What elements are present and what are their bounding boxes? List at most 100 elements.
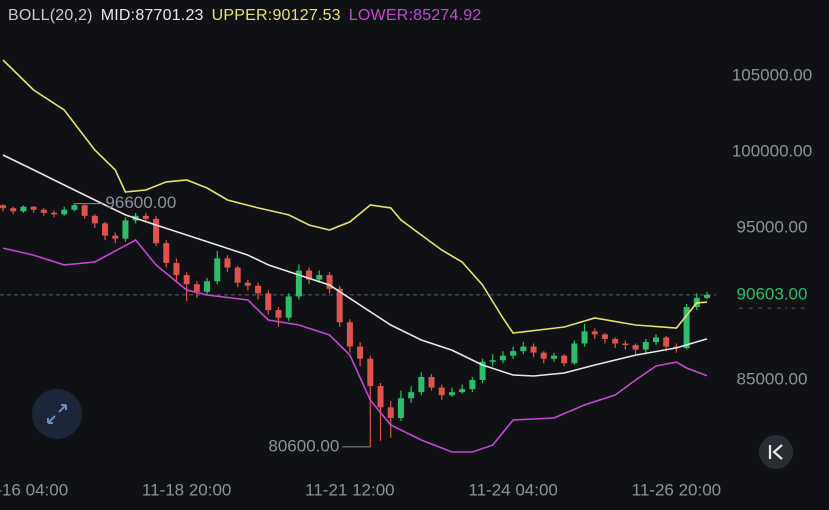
candle-body [193, 284, 200, 292]
candle-body [438, 387, 445, 396]
marker-label: 80600.00 [268, 436, 339, 455]
x-tick-label: 11-26 20:00 [632, 480, 721, 499]
candle-body [408, 392, 415, 399]
candle-body [428, 376, 435, 388]
candle-body [112, 235, 119, 239]
legend-name: UPPER [212, 7, 273, 24]
candle-body [224, 258, 231, 268]
candle-body [459, 389, 466, 393]
candle-body [91, 215, 98, 224]
candle-body [469, 380, 476, 390]
candle-body [489, 360, 496, 362]
x-tick-label: 11-21 12:00 [305, 480, 394, 499]
candle-body [652, 337, 659, 342]
candle-body [612, 338, 619, 344]
candle-body [214, 258, 221, 282]
x-tick-label: 11-16 04:00 [0, 480, 68, 499]
candle-body [102, 223, 109, 236]
candle-body [51, 212, 58, 215]
candle-body [479, 361, 486, 380]
candle-body [571, 343, 578, 364]
candle-body [30, 206, 37, 210]
legend-value: 85274.92 [413, 7, 482, 24]
candle-body [591, 331, 598, 335]
candle-body [367, 358, 374, 387]
price-tag [718, 281, 829, 308]
candle-body [295, 270, 302, 297]
candle-body [122, 220, 129, 239]
candle-body [622, 343, 629, 346]
button-bg[interactable] [32, 389, 82, 439]
button-bg[interactable] [759, 435, 793, 469]
candle-body [387, 407, 394, 418]
legend-name: MID [101, 7, 136, 24]
y-tick-label: 95000.00 [737, 217, 808, 236]
candle-body [704, 294, 710, 298]
candle-body [581, 331, 588, 344]
candle-body [561, 355, 568, 364]
candle-body [81, 205, 88, 216]
candle-body [550, 355, 557, 359]
candle-body [183, 275, 190, 285]
candle-body [530, 346, 537, 353]
candle-body [683, 307, 690, 349]
legend-name: LOWER [349, 7, 413, 24]
candle-body [316, 275, 323, 280]
candle-body [357, 346, 364, 359]
candle-body [336, 288, 343, 323]
candle-body [448, 392, 455, 396]
candle-body [153, 218, 160, 244]
candle-body [234, 267, 241, 283]
candle-body [10, 208, 17, 212]
marker-label: 96600.00 [105, 193, 176, 212]
candle-body [275, 310, 282, 318]
y-tick-label: 100000.00 [732, 141, 812, 160]
candle-body [255, 285, 262, 294]
y-tick-label: 105000.00 [732, 65, 812, 84]
candle-body [61, 209, 68, 215]
candle-body [285, 296, 292, 318]
fullscreen-button[interactable] [32, 389, 82, 439]
indicator-header: BOLL(20,2) MID87701.23 UPPER90127.53 LOWER8… [8, 7, 489, 25]
plot: 85000.0090000.0095000.00100000.00105000.… [0, 59, 829, 499]
candle-body [377, 386, 384, 408]
legend-value: 87701.23 [135, 7, 204, 24]
x-tick-label: 11-24 04:00 [468, 480, 557, 499]
band-line [2, 59, 708, 334]
candle-body [520, 346, 527, 352]
candle-body [244, 282, 251, 286]
candle-body [346, 322, 353, 347]
candle-body [632, 345, 639, 350]
legend-value: 90127.53 [272, 7, 341, 24]
candle-body [642, 342, 649, 350]
candle-body [142, 215, 149, 219]
back-icon [768, 444, 783, 460]
scroll-start-button[interactable] [759, 435, 793, 469]
candle-body [71, 205, 78, 210]
band-line [2, 154, 708, 377]
candle-body [397, 398, 404, 418]
candle-body [0, 205, 6, 209]
candle-body [418, 376, 425, 393]
candle-body [499, 355, 506, 361]
expand-icon [47, 404, 67, 424]
candle-body [540, 352, 547, 359]
candle-body [265, 293, 272, 311]
candle-body [20, 206, 27, 212]
candle-body [173, 262, 180, 276]
x-tick-label: 11-18 20:00 [142, 480, 231, 499]
candle-body [40, 209, 47, 213]
band-line [2, 238, 708, 453]
candle-body [663, 337, 670, 347]
candle-body [163, 243, 170, 263]
candle-body [306, 270, 313, 280]
candle-body [510, 351, 517, 356]
indicator-title: BOLL(20,2) [8, 7, 93, 24]
candle-body [326, 275, 333, 289]
y-tick-label: 85000.00 [737, 369, 808, 388]
candle-body [204, 281, 211, 292]
candle-body [601, 334, 608, 339]
price-tag-label: 90603.00 [737, 284, 808, 303]
